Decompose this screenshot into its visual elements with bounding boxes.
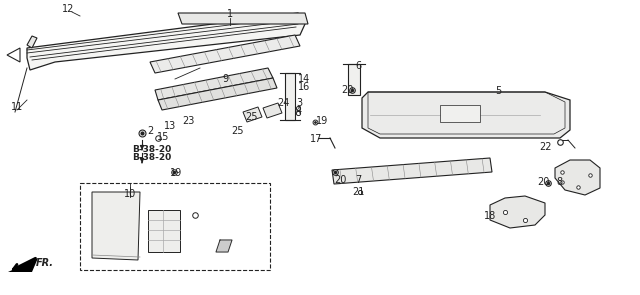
Text: 16: 16 xyxy=(298,82,310,92)
Text: 20: 20 xyxy=(537,177,549,187)
Text: 20: 20 xyxy=(341,85,353,95)
Text: 22: 22 xyxy=(540,142,552,152)
Polygon shape xyxy=(150,35,300,73)
Text: 12: 12 xyxy=(62,4,74,14)
Text: B-38-20: B-38-20 xyxy=(132,153,172,163)
Text: 2: 2 xyxy=(147,126,153,136)
Text: 21: 21 xyxy=(352,187,364,197)
Polygon shape xyxy=(263,103,282,118)
Text: 19: 19 xyxy=(170,168,182,178)
Text: 5: 5 xyxy=(495,86,501,96)
Text: FR.: FR. xyxy=(36,258,54,268)
Text: 18: 18 xyxy=(484,211,496,221)
Text: 15: 15 xyxy=(157,132,169,142)
Text: 25: 25 xyxy=(244,112,257,122)
Text: 14: 14 xyxy=(298,74,310,84)
Polygon shape xyxy=(92,192,140,260)
Polygon shape xyxy=(243,107,262,122)
Text: 7: 7 xyxy=(355,175,361,185)
Text: 24: 24 xyxy=(277,98,289,108)
Text: 9: 9 xyxy=(222,74,228,84)
Text: 4: 4 xyxy=(296,106,302,116)
Text: 19: 19 xyxy=(316,116,328,126)
Text: 8: 8 xyxy=(556,177,562,187)
Bar xyxy=(80,183,270,270)
Text: 25: 25 xyxy=(232,126,244,136)
Text: 10: 10 xyxy=(124,189,136,199)
Polygon shape xyxy=(285,73,295,120)
Text: 6: 6 xyxy=(355,61,361,71)
Polygon shape xyxy=(555,160,600,195)
Polygon shape xyxy=(440,105,480,122)
Polygon shape xyxy=(216,240,232,252)
Text: B-38-20: B-38-20 xyxy=(132,145,172,153)
Text: 11: 11 xyxy=(11,102,23,112)
Polygon shape xyxy=(27,36,37,48)
Polygon shape xyxy=(362,92,570,138)
Text: 13: 13 xyxy=(164,121,176,131)
Polygon shape xyxy=(490,196,545,228)
Polygon shape xyxy=(27,13,305,70)
Polygon shape xyxy=(158,78,277,110)
Polygon shape xyxy=(178,13,308,24)
Polygon shape xyxy=(148,210,180,252)
Text: 3: 3 xyxy=(296,98,302,108)
Text: 23: 23 xyxy=(182,116,194,126)
Text: 1: 1 xyxy=(227,9,233,19)
Polygon shape xyxy=(332,158,492,184)
Polygon shape xyxy=(8,258,38,272)
Text: 20: 20 xyxy=(334,175,346,185)
Text: 17: 17 xyxy=(310,134,322,144)
Polygon shape xyxy=(155,68,273,100)
Polygon shape xyxy=(348,64,360,95)
